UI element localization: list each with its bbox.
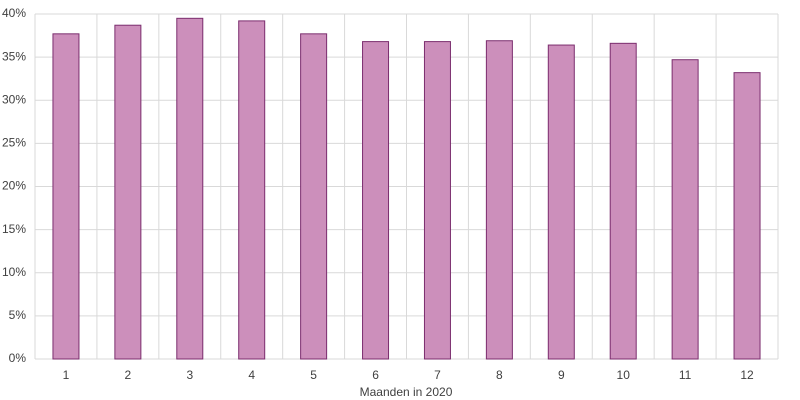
y-tick-label: 10% — [2, 265, 26, 279]
x-tick-label: 9 — [558, 368, 565, 382]
bar — [485, 40, 513, 360]
x-tick-label: 7 — [434, 368, 441, 382]
x-tick-label: 6 — [372, 368, 379, 382]
x-axis-label: Maanden in 2020 — [360, 385, 453, 399]
bar — [362, 41, 390, 360]
bar — [52, 33, 80, 360]
x-tick-label: 1 — [63, 368, 70, 382]
y-tick-label: 25% — [2, 136, 26, 150]
bar — [733, 72, 761, 360]
x-tick-label: 4 — [248, 368, 255, 382]
bar — [423, 41, 451, 360]
x-tick-label: 3 — [186, 368, 193, 382]
x-tick-label: 2 — [125, 368, 132, 382]
bar — [300, 33, 328, 360]
y-tick-label: 5% — [9, 308, 27, 322]
y-tick-label: 30% — [2, 92, 26, 106]
bar — [671, 59, 699, 360]
bar — [547, 44, 575, 360]
bar — [114, 24, 142, 360]
bar — [609, 42, 637, 360]
x-tick-label: 8 — [496, 368, 503, 382]
y-tick-label: 15% — [2, 222, 26, 236]
x-tick-label: 10 — [617, 368, 631, 382]
y-tick-label: 0% — [9, 351, 27, 365]
bar — [238, 20, 266, 360]
y-tick-label: 35% — [2, 49, 26, 63]
y-tick-label: 20% — [2, 179, 26, 193]
x-tick-label: 5 — [310, 368, 317, 382]
x-tick-label: 11 — [679, 368, 692, 382]
bar — [176, 17, 204, 360]
x-tick-label: 12 — [740, 368, 754, 382]
y-tick-label: 40% — [2, 6, 26, 20]
